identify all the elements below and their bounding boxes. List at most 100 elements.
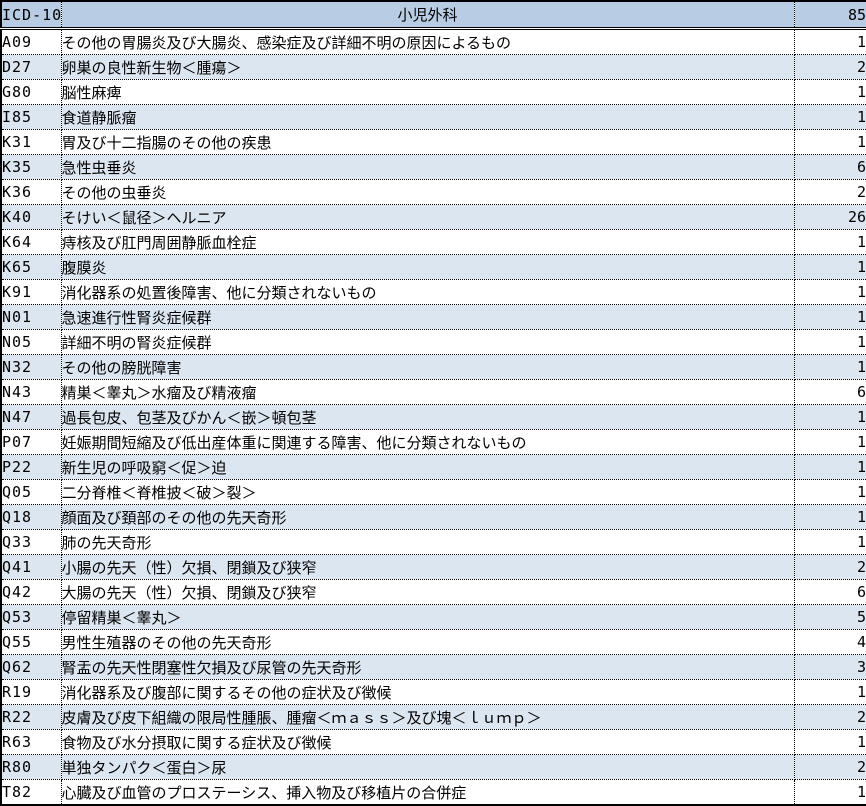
- icd-code-cell: K40: [0, 204, 62, 230]
- disease-name-cell: 精巣＜睾丸＞水瘤及び精液瘤: [60, 379, 795, 405]
- count-cell: 1: [793, 479, 866, 505]
- icd-code-cell: P07: [0, 429, 62, 455]
- table-row: G80 脳性麻痺 1: [0, 79, 866, 105]
- icd-code-cell: N32: [0, 354, 62, 380]
- icd-code-cell: Q53: [0, 604, 62, 630]
- icd-code-cell: G80: [0, 79, 62, 105]
- disease-name-cell: 小腸の先天（性）欠損、閉鎖及び狭窄: [60, 554, 795, 580]
- count-cell: 1: [793, 329, 866, 355]
- icd-code-cell: Q41: [0, 554, 62, 580]
- icd-code-cell: P22: [0, 454, 62, 480]
- table-row: Q18 顔面及び頚部のその他の先天奇形 1: [0, 504, 866, 530]
- table-row: Q41 小腸の先天（性）欠損、閉鎖及び狭窄 2: [0, 554, 866, 580]
- disease-name-cell: 二分脊椎＜脊椎披＜破＞裂＞: [60, 479, 795, 505]
- icd-code-cell: K65: [0, 254, 62, 280]
- count-cell: 1: [793, 279, 866, 305]
- count-cell: 2: [793, 754, 866, 780]
- count-cell: 2: [793, 179, 866, 205]
- icd-code-cell: R80: [0, 754, 62, 780]
- disease-name-cell: 急性虫垂炎: [60, 154, 795, 180]
- icd-code-cell: D27: [0, 54, 62, 80]
- icd-code-cell: Q18: [0, 504, 62, 530]
- count-cell: 1: [793, 529, 866, 555]
- table-row: Q42 大腸の先天（性）欠損、閉鎖及び狭窄 6: [0, 579, 866, 605]
- table-row: K91 消化器系の処置後障害、他に分類されないもの 1: [0, 279, 866, 305]
- table-row: T82 心臓及び血管のプロステーシス、挿入物及び移植片の合併症 1: [0, 779, 866, 806]
- disease-name-cell: 消化器系の処置後障害、他に分類されないもの: [60, 279, 795, 305]
- disease-name-cell: 単独タンパク＜蛋白＞尿: [60, 754, 795, 780]
- icd-code-cell: K35: [0, 154, 62, 180]
- table-row: K35 急性虫垂炎 6: [0, 154, 866, 180]
- icd-code-cell: Q42: [0, 579, 62, 605]
- disease-name-cell: その他の膀胱障害: [60, 354, 795, 380]
- icd-code-cell: R19: [0, 679, 62, 705]
- disease-name-cell: 痔核及び肛門周囲静脈血栓症: [60, 229, 795, 255]
- table-row: Q53 停留精巣＜睾丸＞ 5: [0, 604, 866, 630]
- disease-name-cell: 過長包皮、包茎及びかん＜嵌＞頓包茎: [60, 404, 795, 430]
- icd-code-cell: Q55: [0, 629, 62, 655]
- disease-name-cell: 停留精巣＜睾丸＞: [60, 604, 795, 630]
- disease-name-cell: 消化器系及び腹部に関するその他の症状及び徴候: [60, 679, 795, 705]
- table-row: N47 過長包皮、包茎及びかん＜嵌＞頓包茎 1: [0, 404, 866, 430]
- disease-name-cell: 顔面及び頚部のその他の先天奇形: [60, 504, 795, 530]
- table-row: Q62 腎盂の先天性閉塞性欠損及び尿管の先天奇形 3: [0, 654, 866, 680]
- disease-name-cell: 大腸の先天（性）欠損、閉鎖及び狭窄: [60, 579, 795, 605]
- icd-code-cell: N47: [0, 404, 62, 430]
- disease-name-cell: 皮膚及び皮下組織の限局性腫脹、腫瘤＜ｍａｓｓ＞及び塊＜ｌｕｍｐ＞: [60, 704, 795, 730]
- count-cell: 1: [793, 28, 866, 55]
- table-row: K64 痔核及び肛門周囲静脈血栓症 1: [0, 229, 866, 255]
- table-header: ICD-10 小児外科 85: [0, 0, 866, 30]
- disease-name-cell: 心臓及び血管のプロステーシス、挿入物及び移植片の合併症: [60, 779, 795, 806]
- count-cell: 6: [793, 154, 866, 180]
- table-row: P07 妊娠期間短縮及び低出産体重に関連する障害、他に分類されないもの 1: [0, 429, 866, 455]
- table-row: N43 精巣＜睾丸＞水瘤及び精液瘤 6: [0, 379, 866, 405]
- icd-code-cell: K64: [0, 229, 62, 255]
- disease-name-cell: そけい＜鼠径＞ヘルニア: [60, 204, 795, 230]
- count-cell: 5: [793, 604, 866, 630]
- icd-code-cell: R22: [0, 704, 62, 730]
- header-department-label: 小児外科: [60, 0, 795, 30]
- count-cell: 1: [793, 454, 866, 480]
- icd-code-cell: I85: [0, 104, 62, 130]
- disease-name-cell: 腎盂の先天性閉塞性欠損及び尿管の先天奇形: [60, 654, 795, 680]
- header-row: ICD-10 小児外科 85: [0, 0, 866, 30]
- count-cell: 4: [793, 629, 866, 655]
- icd-code-cell: K31: [0, 129, 62, 155]
- table-row: K40 そけい＜鼠径＞ヘルニア 26: [0, 204, 866, 230]
- disease-name-cell: 急速進行性腎炎症候群: [60, 304, 795, 330]
- count-cell: 2: [793, 54, 866, 80]
- table-row: Q33 肺の先天奇形 1: [0, 529, 866, 555]
- header-total-count: 85: [793, 0, 866, 30]
- header-icd10-label: ICD-10: [0, 0, 62, 30]
- count-cell: 2: [793, 554, 866, 580]
- disease-name-cell: 新生児の呼吸窮＜促＞迫: [60, 454, 795, 480]
- count-cell: 1: [793, 254, 866, 280]
- count-cell: 1: [793, 129, 866, 155]
- disease-name-cell: 男性生殖器のその他の先天奇形: [60, 629, 795, 655]
- disease-name-cell: 卵巣の良性新生物＜腫瘍＞: [60, 54, 795, 80]
- count-cell: 6: [793, 579, 866, 605]
- count-cell: 6: [793, 379, 866, 405]
- disease-name-cell: 詳細不明の腎炎症候群: [60, 329, 795, 355]
- disease-name-cell: その他の胃腸炎及び大腸炎、感染症及び詳細不明の原因によるもの: [60, 28, 795, 55]
- icd-code-cell: N43: [0, 379, 62, 405]
- table-row: K31 胃及び十二指腸のその他の疾患 1: [0, 129, 866, 155]
- icd-code-cell: N05: [0, 329, 62, 355]
- icd-code-cell: Q05: [0, 479, 62, 505]
- disease-name-cell: 妊娠期間短縮及び低出産体重に関連する障害、他に分類されないもの: [60, 429, 795, 455]
- count-cell: 1: [793, 429, 866, 455]
- icd-code-cell: K36: [0, 179, 62, 205]
- icd-code-cell: N01: [0, 304, 62, 330]
- count-cell: 1: [793, 679, 866, 705]
- icd-code-cell: A09: [0, 28, 62, 55]
- table-row: R19 消化器系及び腹部に関するその他の症状及び徴候 1: [0, 679, 866, 705]
- count-cell: 1: [793, 229, 866, 255]
- count-cell: 1: [793, 304, 866, 330]
- count-cell: 1: [793, 104, 866, 130]
- count-cell: 2: [793, 704, 866, 730]
- table-row: N32 その他の膀胱障害 1: [0, 354, 866, 380]
- count-cell: 1: [793, 404, 866, 430]
- count-cell: 1: [793, 729, 866, 755]
- count-cell: 1: [793, 779, 866, 806]
